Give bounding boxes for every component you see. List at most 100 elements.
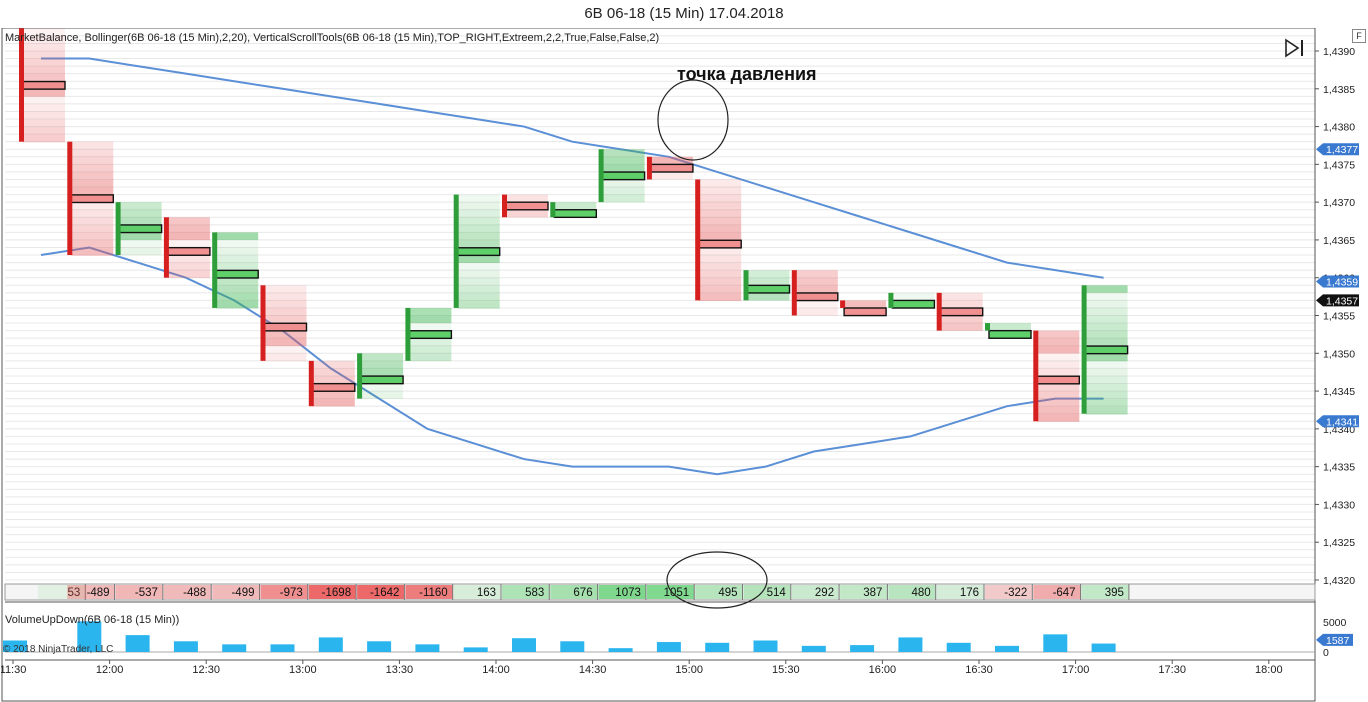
footprint-cell (71, 225, 114, 233)
annotation-ellipse-bottom (666, 551, 768, 609)
delta-value: -322 (1004, 587, 1027, 599)
poc-cell (167, 246, 211, 256)
delta-cell (405, 585, 453, 599)
footprint-cell (1085, 361, 1128, 369)
time-tick-label: 16:00 (869, 664, 897, 676)
copyright-text: © 2018 NinjaTrader, LLC (3, 644, 114, 655)
footprint-cell (457, 194, 500, 203)
footprint-cell (650, 156, 693, 165)
down-bar (1033, 330, 1039, 422)
poc-cell (746, 284, 791, 294)
footprint-cell (71, 141, 114, 150)
delta-cell (260, 585, 308, 599)
volume-bar (367, 641, 392, 652)
footprint-cell (1085, 376, 1128, 385)
volume-bar (656, 642, 681, 652)
volume-tag-label: 1587 (1326, 635, 1350, 647)
footprint-cell (940, 292, 983, 301)
footprint-cell (457, 293, 500, 301)
footprint-cell (1037, 406, 1080, 415)
footprint-cell (71, 248, 114, 256)
price-tick-label: 1,4325 (1323, 537, 1355, 549)
footprint-cell (699, 209, 742, 218)
footprint-cell (409, 323, 452, 331)
footprint-cell (361, 360, 404, 369)
footprint-cell (747, 292, 790, 301)
footprint-cell (264, 330, 307, 339)
price-tag-label: 1,4341 (1326, 416, 1358, 428)
time-axis: 11:30 12:00 12:30 13:00 13:30 14:00 14:30 15:00… (1, 659, 1315, 676)
footprint-cell (1037, 361, 1080, 369)
footprint-cell (1037, 399, 1080, 407)
footprint-cell (23, 119, 65, 128)
footprint-cell (1085, 406, 1128, 415)
delta-value: -1160 (419, 587, 448, 599)
footprint-cell (71, 210, 114, 218)
footprint-cell (23, 104, 65, 112)
volume-indicator-label: VolumeUpDown(6B 06-18 (15 Min)) (5, 614, 180, 626)
footprint-cell (940, 323, 983, 331)
bollinger-upper-line (41, 57, 1104, 279)
up-bar (888, 292, 894, 308)
volume-bar (898, 637, 923, 652)
price-tag (1316, 294, 1359, 307)
footprint-cell (312, 376, 355, 384)
time-tick-label: 15:00 (675, 664, 703, 676)
price-tick-label: 1,4350 (1323, 348, 1355, 360)
down-bar (308, 360, 314, 407)
delta-value: 495 (718, 587, 737, 599)
footprint-cell (23, 127, 65, 135)
time-tick-label: 16:30 (965, 664, 993, 676)
price-tick-label: 1,4355 (1323, 311, 1355, 323)
volume-bar (1091, 643, 1116, 652)
delta-value: 480 (912, 587, 931, 599)
footprint-cell (167, 217, 210, 225)
footprint-cell (409, 338, 452, 346)
footprint-cell (264, 308, 307, 316)
footprint-cell (71, 187, 114, 195)
delta-value: 53 (68, 587, 81, 599)
footprint-cell (699, 263, 742, 271)
footprint-cell (23, 111, 65, 120)
price-tick-label: 1,4365 (1323, 235, 1355, 247)
delta-value: -1698 (322, 587, 351, 599)
footprint-cell (1037, 353, 1080, 362)
footprint-cell (216, 277, 259, 286)
volume-bar (173, 641, 198, 652)
footprint-cell (264, 292, 307, 301)
footprint-cell (71, 164, 114, 173)
footprint-cell (457, 232, 500, 241)
down-bar (260, 285, 266, 361)
footprint-cell (795, 277, 838, 286)
footprint-cell (409, 315, 452, 324)
footprint-cell (1085, 308, 1128, 316)
price-tag (1316, 275, 1359, 288)
footprint-cell (699, 278, 742, 286)
delta-cell (888, 585, 936, 599)
footprint-cell (71, 240, 114, 249)
footprint-cell (71, 232, 114, 241)
delta-value: 514 (767, 587, 787, 599)
chart-area[interactable]: 1,4390 1,4385 1,4380 1,4375 1,4370 1,4365 1,43… (1, 28, 1367, 702)
footprint-cell (747, 270, 790, 278)
footprint-cell (457, 224, 500, 233)
down-bar (695, 179, 701, 301)
delta-value: -1642 (370, 587, 399, 599)
delta-row: 53 -489 -537 -488 -499 -973 -1698 -1642 -1160 163… (4, 583, 1316, 601)
time-tick-label: 18:00 (1255, 664, 1283, 676)
float-window-button[interactable]: F (1352, 29, 1366, 43)
footprint-cell (602, 149, 645, 157)
scroll-to-end-icon[interactable] (1284, 38, 1306, 58)
delta-value: -499 (231, 587, 254, 599)
volume-bar (995, 645, 1019, 652)
volume-bar (463, 647, 488, 652)
footprint-cell (216, 293, 259, 301)
footprint-cell (506, 209, 548, 218)
poc-cell (650, 163, 694, 173)
down-bar (936, 292, 942, 331)
up-bar (1081, 285, 1087, 414)
footprint-cell (457, 300, 500, 309)
footprint-cell (699, 270, 742, 279)
footprint-cell (264, 300, 307, 309)
footprint-cell (119, 202, 162, 210)
